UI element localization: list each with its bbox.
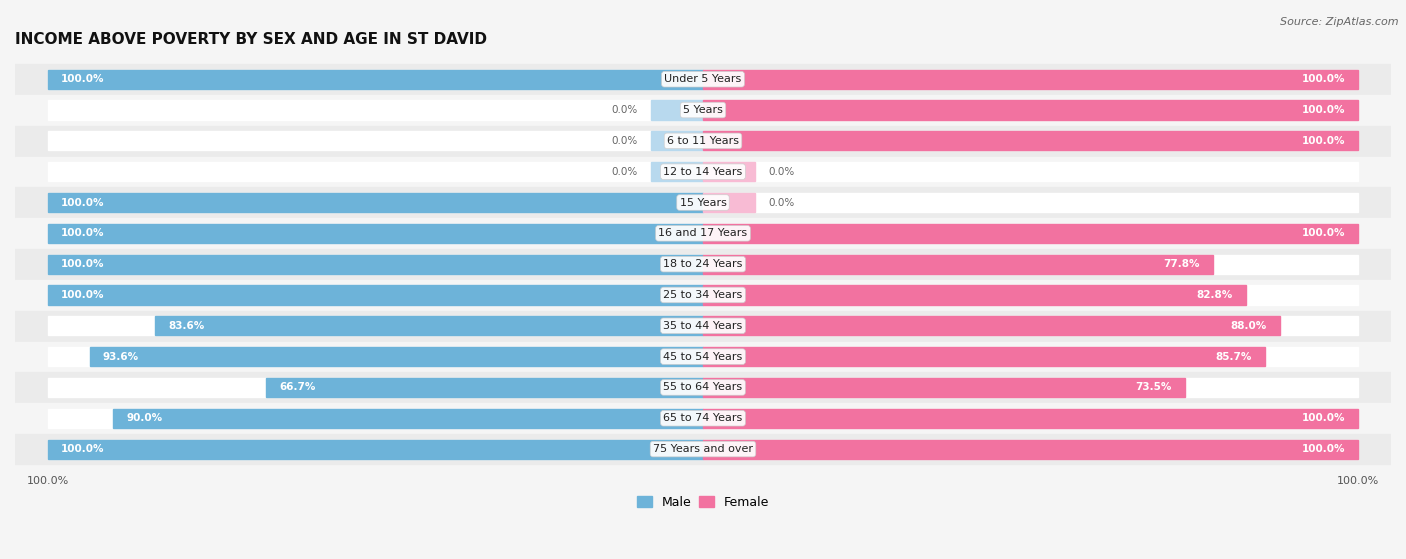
Text: Source: ZipAtlas.com: Source: ZipAtlas.com (1281, 17, 1399, 27)
Bar (703, 254, 1213, 274)
Bar (48, 439, 1358, 458)
Bar (15, 280, 1391, 310)
Bar (703, 70, 1358, 89)
Text: 0.0%: 0.0% (769, 167, 794, 177)
Text: 88.0%: 88.0% (1230, 321, 1267, 331)
Bar (15, 372, 1391, 402)
Bar (48, 70, 1358, 89)
Text: 100.0%: 100.0% (60, 197, 104, 207)
Text: 77.8%: 77.8% (1163, 259, 1199, 269)
Text: 55 to 64 Years: 55 to 64 Years (664, 382, 742, 392)
Bar (48, 162, 1358, 181)
Text: 100.0%: 100.0% (60, 444, 104, 454)
Bar (48, 286, 703, 305)
Text: 15 Years: 15 Years (679, 197, 727, 207)
Bar (15, 126, 1391, 156)
Text: 83.6%: 83.6% (169, 321, 205, 331)
Bar (703, 286, 1246, 305)
Text: 100.0%: 100.0% (1302, 105, 1346, 115)
Bar (15, 95, 1391, 125)
Text: 75 Years and over: 75 Years and over (652, 444, 754, 454)
Bar (48, 224, 1358, 243)
Bar (15, 157, 1391, 187)
Bar (15, 187, 1391, 217)
Text: 5 Years: 5 Years (683, 105, 723, 115)
Text: 18 to 24 Years: 18 to 24 Years (664, 259, 742, 269)
Bar (651, 162, 703, 181)
Text: 73.5%: 73.5% (1135, 382, 1171, 392)
Text: 66.7%: 66.7% (278, 382, 315, 392)
Text: 35 to 44 Years: 35 to 44 Years (664, 321, 742, 331)
Text: 90.0%: 90.0% (127, 413, 163, 423)
Text: 16 and 17 Years: 16 and 17 Years (658, 228, 748, 238)
Text: 0.0%: 0.0% (612, 105, 637, 115)
Bar (48, 409, 1358, 428)
Bar (114, 409, 703, 428)
Text: INCOME ABOVE POVERTY BY SEX AND AGE IN ST DAVID: INCOME ABOVE POVERTY BY SEX AND AGE IN S… (15, 32, 486, 47)
Bar (703, 131, 1358, 150)
Bar (48, 101, 1358, 120)
Text: 45 to 54 Years: 45 to 54 Years (664, 352, 742, 362)
Bar (48, 254, 1358, 274)
Bar (651, 101, 703, 120)
Bar (15, 342, 1391, 372)
Bar (651, 131, 703, 150)
Bar (48, 347, 1358, 366)
Bar (90, 347, 703, 366)
Text: 82.8%: 82.8% (1197, 290, 1233, 300)
Bar (48, 131, 1358, 150)
Text: 100.0%: 100.0% (1302, 74, 1346, 84)
Bar (703, 409, 1358, 428)
Bar (155, 316, 703, 335)
Bar (48, 254, 703, 274)
Text: 65 to 74 Years: 65 to 74 Years (664, 413, 742, 423)
Text: 100.0%: 100.0% (60, 259, 104, 269)
Text: 0.0%: 0.0% (612, 167, 637, 177)
Bar (703, 439, 1358, 458)
Text: 100.0%: 100.0% (1302, 444, 1346, 454)
Text: 12 to 14 Years: 12 to 14 Years (664, 167, 742, 177)
Bar (48, 224, 703, 243)
Text: 100.0%: 100.0% (1302, 413, 1346, 423)
Text: 100.0%: 100.0% (1302, 136, 1346, 146)
Legend: Male, Female: Male, Female (631, 491, 775, 514)
Bar (15, 311, 1391, 341)
Bar (48, 439, 703, 458)
Bar (15, 249, 1391, 280)
Text: 85.7%: 85.7% (1215, 352, 1251, 362)
Bar (15, 218, 1391, 248)
Text: 100.0%: 100.0% (1302, 228, 1346, 238)
Text: 100.0%: 100.0% (60, 74, 104, 84)
Text: 100.0%: 100.0% (60, 228, 104, 238)
Bar (703, 316, 1279, 335)
Bar (48, 70, 703, 89)
Bar (15, 434, 1391, 464)
Bar (48, 286, 1358, 305)
Text: 0.0%: 0.0% (612, 136, 637, 146)
Bar (703, 224, 1358, 243)
Bar (48, 378, 1358, 397)
Bar (48, 193, 703, 212)
Bar (15, 403, 1391, 433)
Bar (15, 64, 1391, 94)
Text: 93.6%: 93.6% (103, 352, 139, 362)
Bar (266, 378, 703, 397)
Text: 0.0%: 0.0% (769, 197, 794, 207)
Bar (48, 193, 1358, 212)
Bar (703, 193, 755, 212)
Text: Under 5 Years: Under 5 Years (665, 74, 741, 84)
Text: 25 to 34 Years: 25 to 34 Years (664, 290, 742, 300)
Text: 100.0%: 100.0% (60, 290, 104, 300)
Bar (48, 316, 1358, 335)
Bar (703, 378, 1185, 397)
Text: 6 to 11 Years: 6 to 11 Years (666, 136, 740, 146)
Bar (703, 162, 755, 181)
Bar (703, 101, 1358, 120)
Bar (703, 347, 1264, 366)
